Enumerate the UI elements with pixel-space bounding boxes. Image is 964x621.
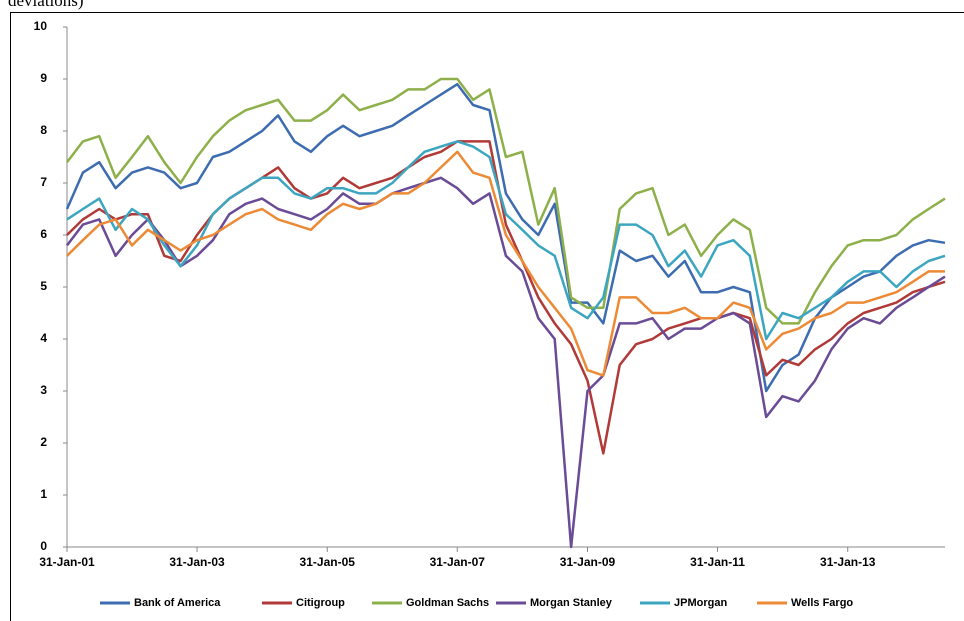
legend-label: Morgan Stanley [530, 597, 613, 609]
series-line [66, 150, 945, 377]
legend-label: JPMorgan [674, 597, 727, 609]
x-tick-label: 31-Jan-05 [300, 555, 356, 569]
y-tick-label: 4 [40, 331, 47, 345]
series-line [66, 140, 946, 341]
x-tick-label: 31-Jan-03 [169, 555, 225, 569]
y-tick-label: 8 [40, 123, 47, 137]
y-tick-label: 6 [40, 227, 47, 241]
series-line [66, 176, 946, 549]
y-tick-label: 7 [40, 175, 47, 189]
y-tick-label: 5 [40, 279, 47, 293]
note: deviations) [8, 0, 84, 10]
y-tick-label: 2 [40, 435, 47, 449]
x-tick-label: 31-Jan-01 [39, 555, 95, 569]
x-tick-label: 31-Jan-09 [560, 555, 616, 569]
x-tick-label: 31-Jan-07 [430, 555, 486, 569]
series-line [65, 82, 946, 393]
y-tick-label: 1 [40, 487, 47, 501]
x-tick-label: 31-Jan-11 [690, 555, 745, 569]
y-tick-label: 10 [34, 19, 48, 33]
y-tick-label: 0 [40, 539, 47, 553]
legend-label: Goldman Sachs [406, 597, 489, 609]
legend-label: Citigroup [296, 597, 345, 609]
y-tick-label: 9 [40, 71, 47, 85]
x-tick-label: 31-Jan-13 [820, 555, 876, 569]
legend-label: Wells Fargo [791, 597, 853, 609]
legend-label: Bank of America [134, 597, 221, 609]
series-line [66, 77, 946, 325]
y-tick-label: 3 [40, 383, 47, 397]
